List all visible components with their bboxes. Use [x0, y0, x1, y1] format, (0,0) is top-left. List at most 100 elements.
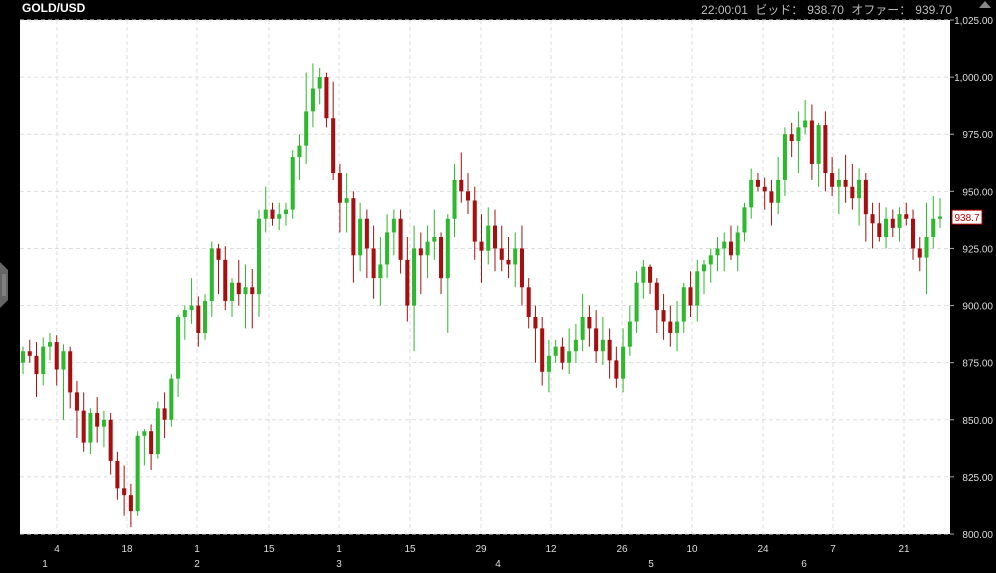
candle-up — [445, 214, 450, 333]
bid-value: 938.70 — [807, 3, 844, 17]
candle-body — [331, 118, 336, 174]
candle-body — [385, 232, 390, 265]
candle-body — [283, 209, 288, 215]
candle-down — [755, 173, 760, 192]
candle-down — [614, 346, 619, 388]
y-tick-label: 925.00 — [962, 244, 993, 255]
candle-down — [351, 191, 356, 283]
candle-up — [486, 207, 491, 265]
candle-body — [223, 259, 228, 301]
candle-body — [149, 431, 154, 455]
candle-body — [74, 392, 79, 411]
candle-down — [688, 271, 693, 317]
candle-body — [142, 431, 147, 436]
candle-body — [627, 321, 632, 347]
candle-down — [506, 237, 511, 279]
candle-up — [41, 337, 46, 386]
candle-up — [412, 225, 417, 352]
candle-body — [823, 125, 828, 174]
candle-body — [931, 218, 936, 238]
x-month-label: 4 — [495, 559, 501, 570]
candle-up — [641, 259, 646, 299]
candle-up — [432, 209, 437, 260]
candle-body — [560, 346, 565, 363]
candle-body — [465, 191, 471, 201]
triangle-up-icon[interactable] — [978, 0, 992, 9]
candle-down — [108, 412, 113, 475]
candle-body — [857, 179, 862, 199]
candle-down — [68, 346, 73, 409]
candle-up — [513, 232, 518, 288]
candle-down — [823, 111, 828, 192]
x-month-label: 3 — [336, 559, 342, 570]
candle-body — [398, 218, 403, 260]
y-tick-label: 850.00 — [962, 416, 993, 427]
candle-up — [263, 186, 268, 233]
x-tick-label: 21 — [898, 544, 910, 555]
candle-body — [196, 305, 201, 333]
candle-up — [857, 168, 862, 226]
candle-down — [115, 451, 120, 500]
candle-down — [122, 465, 127, 516]
candle-up — [256, 209, 262, 317]
candle-body — [324, 77, 329, 119]
candle-up — [243, 264, 248, 329]
candle-body — [897, 214, 902, 228]
candle-body — [870, 214, 875, 224]
candle-body — [607, 339, 612, 361]
candle-down — [337, 163, 342, 233]
y-tick-label: 825.00 — [962, 473, 993, 484]
candle-body — [513, 248, 518, 265]
candle-body — [27, 351, 32, 356]
candle-up — [189, 278, 194, 324]
candle-down — [364, 209, 369, 279]
candle-down — [519, 225, 524, 306]
candle-body — [290, 157, 295, 210]
candle-up — [695, 259, 700, 322]
candle-up — [310, 63, 315, 128]
x-tick-label: 15 — [263, 544, 275, 555]
candle-down — [465, 173, 471, 215]
candle-body — [654, 282, 659, 311]
candle-down — [607, 328, 612, 379]
candle-down — [661, 294, 666, 340]
candle-up — [452, 163, 457, 238]
candle-up — [88, 408, 93, 455]
candle-up — [385, 214, 390, 279]
candle-body — [297, 145, 302, 158]
candle-down — [789, 122, 794, 158]
candle-up — [573, 323, 578, 363]
candle-body — [749, 179, 754, 208]
candle-down — [223, 246, 228, 311]
candle-body — [61, 351, 66, 370]
candle-up — [209, 241, 214, 317]
candle-body — [708, 255, 713, 265]
candle-body — [169, 378, 174, 420]
scroll-handle-icon[interactable] — [0, 262, 8, 308]
grid — [20, 19, 950, 535]
x-tick-label: 7 — [830, 544, 836, 555]
candle-body — [236, 282, 241, 295]
candle-body — [519, 248, 524, 288]
candle-body — [34, 355, 39, 375]
candle-up — [931, 195, 936, 249]
candle-body — [735, 232, 740, 256]
candle-body — [600, 339, 605, 352]
candle-down — [236, 259, 241, 306]
candle-body — [492, 225, 498, 249]
candle-down — [540, 316, 545, 386]
candle-body — [108, 419, 113, 461]
candle-down — [830, 157, 835, 196]
candle-down — [917, 237, 922, 272]
offer-label: オファー： — [851, 3, 912, 17]
candle-down — [668, 305, 673, 347]
candle-down — [499, 225, 504, 272]
candle-down — [762, 177, 767, 210]
candle-body — [101, 419, 106, 427]
candle-body — [317, 77, 322, 89]
candle-body — [769, 191, 774, 203]
candle-body — [695, 271, 700, 306]
candle-up — [176, 314, 181, 397]
candle-up — [61, 344, 66, 420]
